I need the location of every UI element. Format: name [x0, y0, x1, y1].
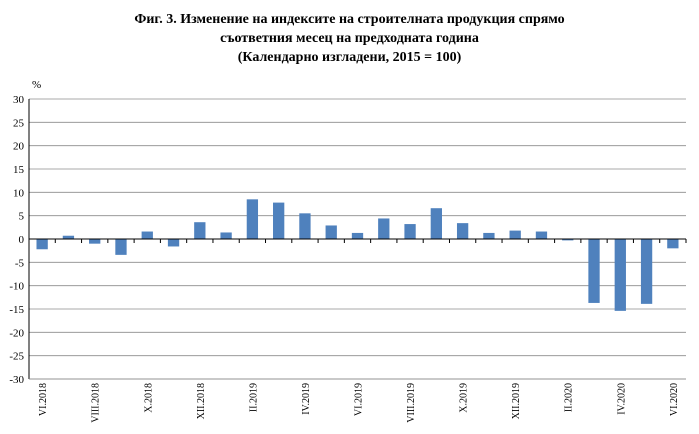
y-tick-label: 25 — [13, 117, 25, 129]
bar-III.2019 — [273, 202, 285, 239]
bar-IV.2020 — [614, 239, 626, 311]
y-tick-label: -15 — [9, 304, 24, 316]
bar-IV.2019 — [299, 213, 311, 239]
bar-VIII.2019 — [404, 224, 416, 239]
y-tick-label: 20 — [13, 141, 25, 153]
axes — [28, 99, 687, 380]
x-tick-label: II.2020 — [564, 383, 575, 412]
bar-V.2019 — [325, 225, 337, 239]
y-tick-label: -5 — [15, 257, 25, 269]
bar-X.2018 — [141, 231, 153, 239]
y-tick-label: -25 — [9, 351, 24, 363]
x-tick-label: VIII.2018 — [91, 383, 102, 423]
y-tick-label: -10 — [9, 281, 24, 293]
bar-I.2019 — [220, 232, 232, 239]
x-tick-label: VI.2019 — [354, 383, 365, 416]
bar-I.2020 — [535, 231, 548, 239]
chart-title-line: съответния месец на предходната година — [220, 31, 479, 46]
bar-IX.2019 — [430, 208, 442, 239]
y-tick-label: 15 — [13, 164, 25, 176]
x-tick-label: X.2018 — [143, 383, 154, 413]
x-tick-label: IV.2020 — [616, 383, 627, 415]
bar-XI.2018 — [167, 239, 180, 247]
y-tick-label: -20 — [9, 327, 24, 339]
y-tick-label: 0 — [19, 234, 25, 246]
x-tick-label: VI.2020 — [669, 383, 680, 416]
bar-XII.2018 — [194, 222, 206, 239]
x-tick-label: II.2019 — [248, 383, 259, 412]
x-tick-label: XII.2018 — [196, 383, 207, 419]
bar-VI.2019 — [351, 232, 364, 239]
bar-VI.2018 — [36, 239, 48, 250]
bar-XII.2019 — [509, 230, 521, 239]
x-tick-label: XII.2019 — [511, 383, 522, 419]
bar-XI.2019 — [483, 232, 495, 239]
bar-VII.2019 — [378, 218, 390, 239]
y-tick-labels: 30 25 20 15 10 5 0 -5 -10 -15 -20 -25 -30 — [9, 94, 24, 386]
bar-VIII.2018 — [89, 239, 101, 244]
bar-V.2020 — [640, 239, 653, 304]
chart-title-line: Фиг. 3. Изменение на индексите на строит… — [134, 12, 564, 27]
x-tick-label: IV.2019 — [301, 383, 312, 415]
chart-title: Фиг. 3. Изменение на индексите на строит… — [134, 12, 564, 65]
x-tick-labels: VI.2018 VIII.2018 X.2018 XII.2018 II.2019 IV.… — [38, 383, 680, 423]
x-tick-label: VI.2018 — [38, 383, 49, 416]
y-tick-label: -30 — [9, 374, 24, 386]
y-tick-label: 10 — [13, 187, 25, 199]
chart-title-line: (Календарно изгладени, 2015 = 100) — [238, 50, 462, 65]
bar-X.2019 — [456, 223, 469, 239]
bar-II.2019 — [246, 199, 259, 239]
y-tick-label: 5 — [19, 211, 25, 223]
bar-VI.2020 — [667, 239, 679, 249]
y-tick-label: 30 — [13, 94, 25, 106]
bar-IX.2018 — [115, 239, 127, 255]
bar-III.2020 — [588, 239, 600, 303]
x-tick-label: VIII.2019 — [406, 383, 417, 423]
bar-II.2020 — [562, 239, 574, 241]
bar-VII.2018 — [62, 235, 75, 239]
y-axis-unit: % — [32, 79, 41, 91]
x-tick-label: X.2019 — [459, 383, 470, 413]
bars — [36, 199, 679, 311]
